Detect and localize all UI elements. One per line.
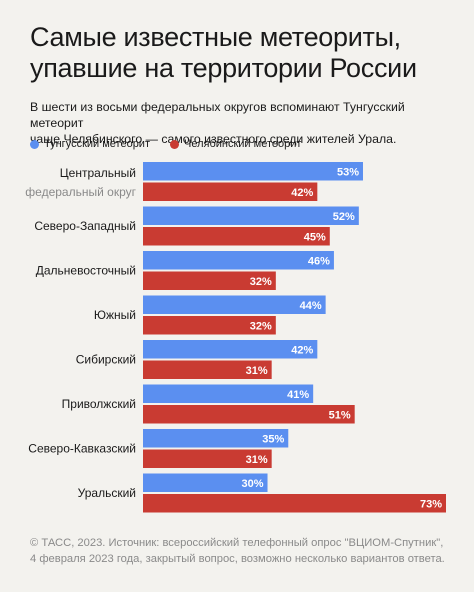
- bar-chelyabinsk: [143, 316, 276, 335]
- bar-chelyabinsk: [143, 182, 318, 201]
- bar-tunguska: [143, 429, 289, 448]
- bar-value-label: 51%: [329, 409, 351, 421]
- bar-tunguska: [143, 251, 334, 270]
- chart-subtitle: В шести из восьми федеральных округов вс…: [30, 99, 460, 147]
- bar-tunguska: [143, 473, 268, 492]
- chart-title-line-1: Самые известные метеориты,: [30, 22, 401, 52]
- bar-value-label: 32%: [250, 320, 272, 332]
- bar-value-label: 53%: [337, 166, 359, 178]
- category-label: Уральский: [78, 486, 136, 500]
- source-footer: © ТАСС, 2023. Источник: всероссийский те…: [30, 535, 460, 567]
- category-label: Северо-Западный: [34, 219, 136, 233]
- bar-value-label: 32%: [250, 276, 272, 288]
- bar-chelyabinsk: [143, 494, 446, 513]
- bar-chelyabinsk: [143, 360, 272, 379]
- legend-item-tunguska: Тунгусский метеорит: [30, 137, 150, 151]
- chart-legend: Тунгусский метеорит Челябинский метеорит: [30, 137, 321, 151]
- legend-swatch-tunguska: [30, 139, 39, 149]
- chart-title: Самые известные метеориты, упавшие на те…: [30, 22, 460, 84]
- category-label: Сибирский: [76, 353, 136, 367]
- bar-value-label: 35%: [262, 433, 284, 445]
- bar-tunguska: [143, 206, 359, 225]
- bar-value-label: 73%: [420, 498, 442, 510]
- category-label-sub: федеральный округ: [25, 185, 136, 199]
- footer-line-1: © ТАСС, 2023. Источник: всероссийский те…: [30, 537, 444, 549]
- bar-value-label: 46%: [308, 255, 330, 267]
- bar-value-label: 42%: [291, 187, 313, 199]
- legend-swatch-chelyabinsk: [170, 139, 179, 149]
- bar-tunguska: [143, 162, 363, 181]
- bar-tunguska: [143, 295, 326, 314]
- category-label: Центральный: [60, 166, 136, 180]
- bar-chelyabinsk: [143, 405, 355, 424]
- chart-subtitle-line-2: чаще Челябинского — самого известного ср…: [30, 132, 397, 146]
- legend-label-tunguska: Тунгусский метеорит: [44, 138, 150, 150]
- bar-value-label: 52%: [333, 211, 355, 223]
- footer-line-2: 4 февраля 2023 года, закрытый вопрос, во…: [30, 553, 445, 565]
- bar-value-label: 41%: [287, 389, 309, 401]
- bar-chelyabinsk: [143, 271, 276, 290]
- bar-tunguska: [143, 384, 314, 403]
- category-label: Северо-Кавказский: [28, 442, 136, 456]
- bar-value-label: 30%: [241, 478, 263, 490]
- bar-value-label: 44%: [300, 300, 322, 312]
- bar-value-label: 45%: [304, 231, 326, 243]
- category-label: Южный: [94, 308, 136, 322]
- chart-subtitle-line-1: В шести из восьми федеральных округов вс…: [30, 100, 405, 130]
- bar-value-label: 31%: [246, 365, 268, 377]
- bar-chelyabinsk: [143, 449, 272, 468]
- bar-value-label: 42%: [291, 344, 313, 356]
- bar-tunguska: [143, 340, 318, 359]
- bar-value-label: 31%: [246, 454, 268, 466]
- category-label: Приволжский: [62, 397, 136, 411]
- legend-label-chelyabinsk: Челябинский метеорит: [184, 138, 302, 150]
- bar-chelyabinsk: [143, 227, 330, 246]
- category-label: Дальневосточный: [36, 264, 136, 278]
- legend-item-chelyabinsk: Челябинский метеорит: [170, 137, 301, 151]
- chart-title-line-2: упавшие на территории России: [30, 53, 417, 83]
